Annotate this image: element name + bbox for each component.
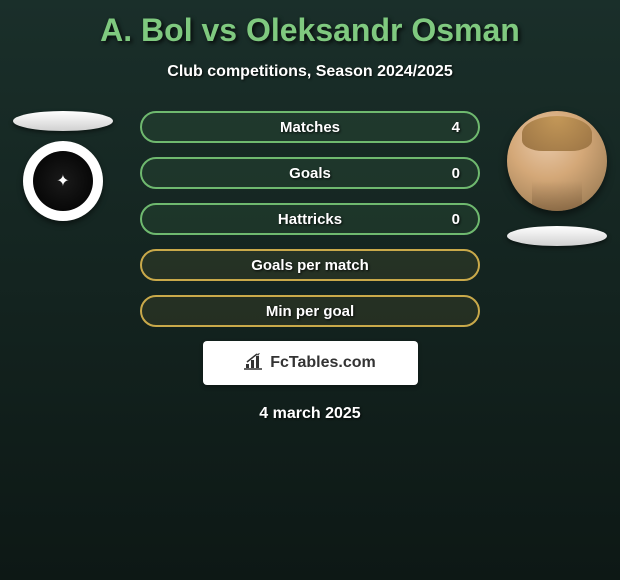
attribution-badge: FcTables.com (203, 341, 418, 385)
player-right-column (502, 111, 612, 246)
attribution-text: FcTables.com (270, 354, 376, 372)
club-logo-right-placeholder (507, 226, 607, 246)
stat-label: Matches (280, 119, 340, 136)
main-content: ✦ Matches 4 Goals 0 Hattricks 0 Goals pe (0, 111, 620, 423)
zorya-badge: ✦ (33, 151, 93, 211)
player-left-column: ✦ (8, 111, 118, 221)
stat-label: Hattricks (278, 211, 342, 228)
stat-row-goals-per-match: Goals per match (140, 249, 480, 281)
stat-label: Goals per match (251, 257, 369, 274)
stat-label: Goals (289, 165, 331, 182)
stats-container: Matches 4 Goals 0 Hattricks 0 Goals per … (140, 111, 480, 327)
stat-right-value: 4 (440, 119, 460, 136)
player-right-avatar (507, 111, 607, 211)
chart-icon (244, 352, 264, 375)
comparison-date: 4 march 2025 (0, 405, 620, 423)
stat-row-hattricks: Hattricks 0 (140, 203, 480, 235)
zorya-star-icon: ✦ (56, 171, 69, 191)
comparison-subtitle: Club competitions, Season 2024/2025 (0, 63, 620, 81)
player-left-avatar-placeholder (13, 111, 113, 131)
club-logo-left: ✦ (23, 141, 103, 221)
stat-label: Min per goal (266, 303, 354, 320)
stat-right-value: 0 (440, 165, 460, 182)
stat-row-goals: Goals 0 (140, 157, 480, 189)
stat-row-matches: Matches 4 (140, 111, 480, 143)
stat-right-value: 0 (440, 211, 460, 228)
comparison-title: A. Bol vs Oleksandr Osman (0, 0, 620, 49)
stat-row-min-per-goal: Min per goal (140, 295, 480, 327)
